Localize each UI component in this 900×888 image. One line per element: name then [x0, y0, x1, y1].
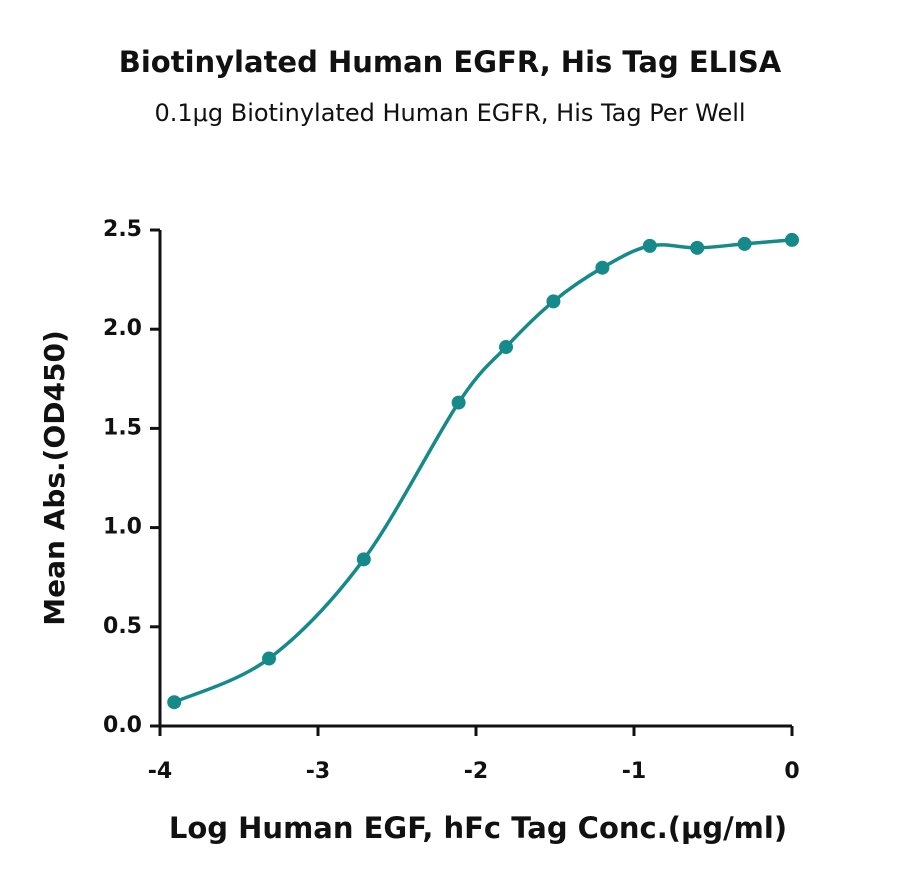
fit-line	[173, 238, 793, 704]
y-tick-label: 2.5	[103, 217, 142, 242]
data-point	[356, 552, 371, 567]
chart-subtitle: 0.1μg Biotinylated Human EGFR, His Tag P…	[154, 99, 745, 127]
x-axis-label: Log Human EGF, hFc Tag Conc.(μg/ml)	[169, 811, 787, 845]
data-point	[499, 340, 514, 355]
x-tick-label: -2	[464, 759, 488, 784]
data-point	[642, 238, 657, 253]
data-point	[785, 232, 799, 247]
y-tick-label: 0.5	[103, 614, 142, 639]
y-tick-label: 1.0	[103, 515, 142, 540]
x-tick-label: -4	[148, 759, 172, 784]
y-axis-label: Mean Abs.(OD450)	[38, 330, 71, 626]
y-tick-label: 2.0	[103, 316, 142, 341]
data-point	[690, 240, 705, 255]
y-tick-label: 0.0	[103, 713, 142, 738]
data-point	[451, 395, 466, 410]
chart-title: Biotinylated Human EGFR, His Tag ELISA	[119, 45, 782, 79]
data-point	[546, 294, 561, 309]
data-point	[595, 260, 610, 275]
data-point	[262, 651, 277, 666]
x-tick-label: -3	[306, 759, 330, 784]
x-tick-label: -1	[622, 759, 646, 784]
y-tick-label: 1.5	[103, 415, 142, 440]
data-point	[167, 695, 182, 710]
x-tick-label: 0	[784, 759, 799, 784]
data-point	[737, 236, 752, 251]
